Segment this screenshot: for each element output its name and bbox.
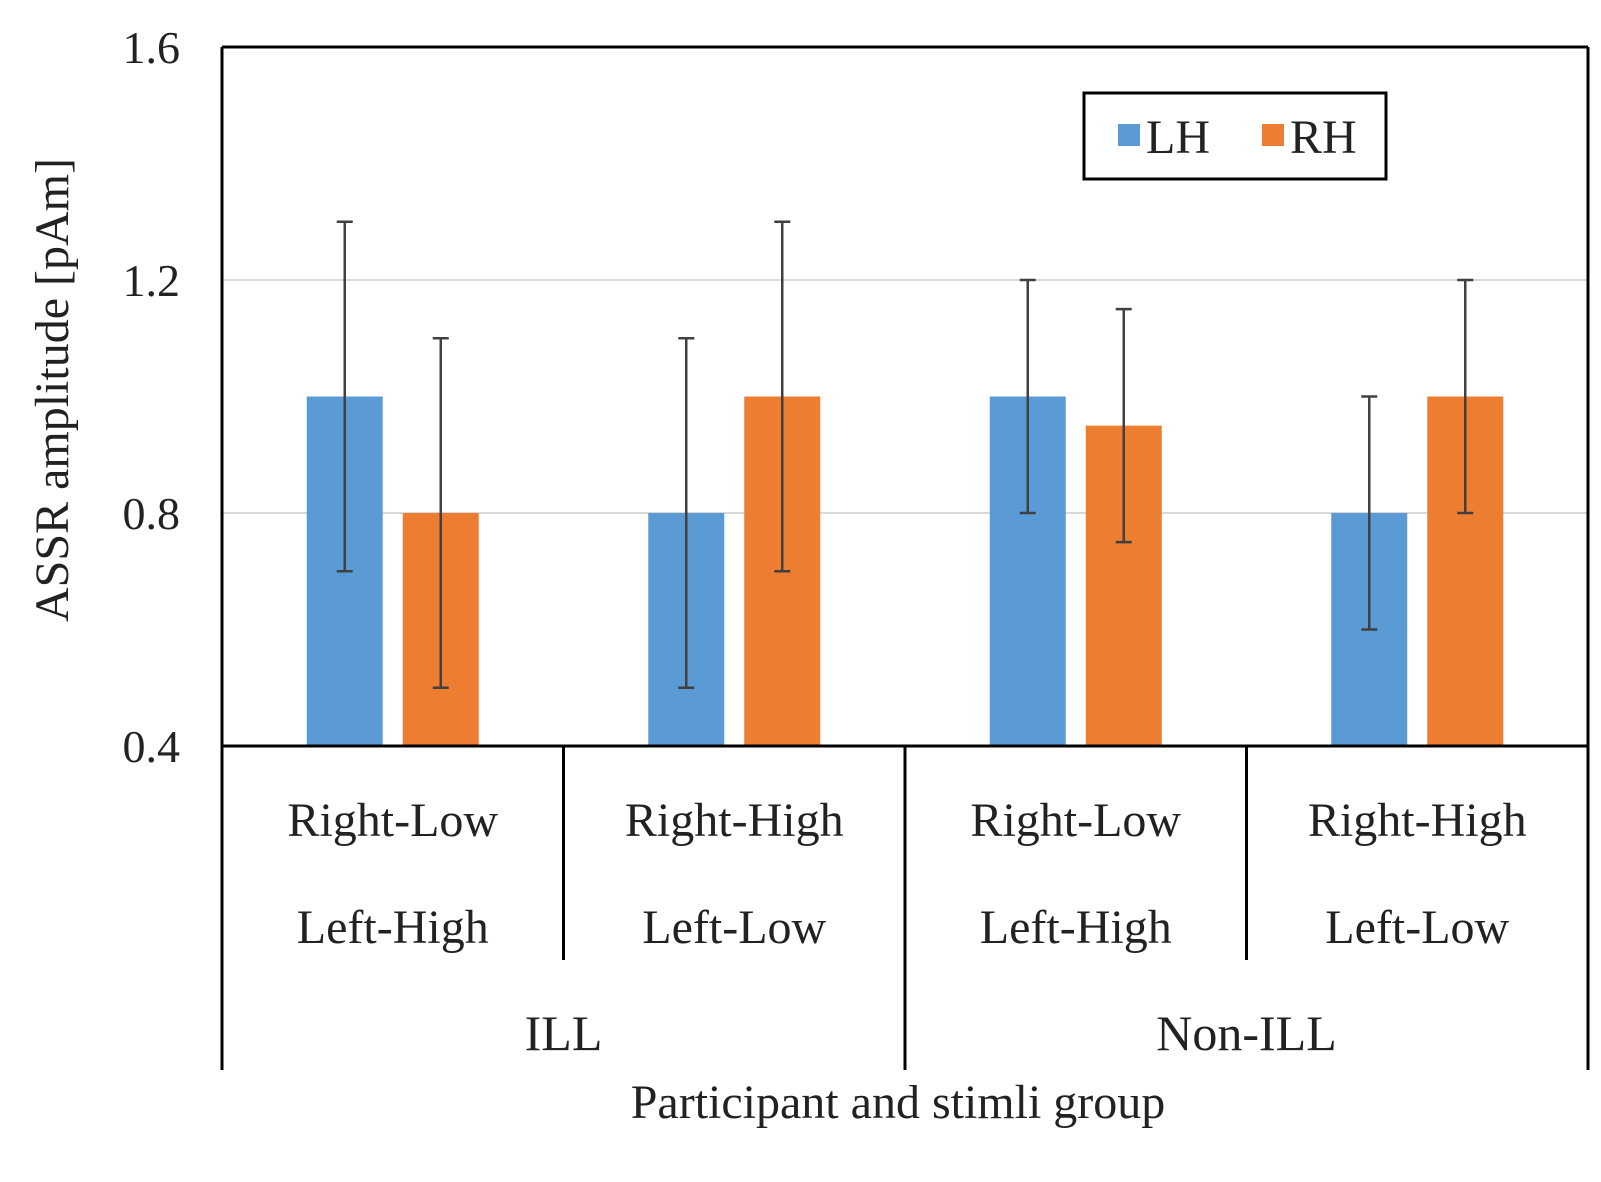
y-axis-ticks: 0.4 0.8 1.2 1.6 — [123, 22, 181, 772]
legend-label-lh: LH — [1146, 111, 1210, 164]
error-bars — [336, 220, 1474, 689]
group-label-1: Non-ILL — [1156, 1005, 1337, 1061]
y-tick-label-0: 0.4 — [123, 721, 181, 772]
legend-swatch-rh — [1262, 124, 1284, 146]
y-tick-label-3: 1.6 — [123, 22, 181, 73]
bars — [306, 396, 1504, 746]
category-label-line1-3: Right-High — [1308, 794, 1527, 847]
y-tick-label-1: 0.8 — [123, 488, 181, 539]
y-axis-title: ASSR amplitude [pAm] — [26, 158, 79, 622]
legend: LH RH — [1082, 91, 1388, 181]
y-tick-label-2: 1.2 — [123, 255, 181, 306]
gridlines — [222, 279, 1588, 514]
x-axis-categories: Right-Low Left-High Right-High Left-Low Righ… — [287, 794, 1526, 1061]
category-label-line1-0: Right-Low — [287, 794, 498, 847]
category-label-line1-1: Right-High — [625, 794, 844, 847]
category-label-line2-1: Left-Low — [642, 901, 826, 954]
x-axis-title: Participant and stimli group — [631, 1076, 1166, 1129]
legend-swatch-lh — [1118, 124, 1140, 146]
category-label-line2-3: Left-Low — [1325, 901, 1509, 954]
plot-frame — [220, 45, 1590, 1070]
legend-label-rh: RH — [1290, 111, 1357, 164]
category-label-line2-2: Left-High — [980, 901, 1172, 954]
group-label-0: ILL — [525, 1005, 603, 1061]
category-label-line2-0: Left-High — [297, 901, 489, 954]
category-label-line1-2: Right-Low — [970, 794, 1181, 847]
